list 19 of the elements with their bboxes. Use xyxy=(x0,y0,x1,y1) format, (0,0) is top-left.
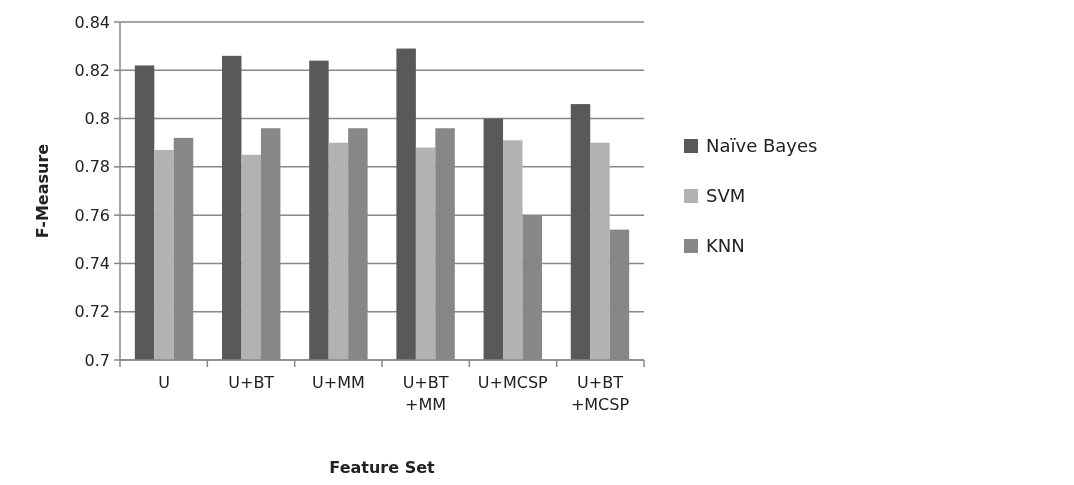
y-tick-label: 0.76 xyxy=(74,205,110,225)
x-tick-label: U+BT +MCSP xyxy=(570,373,630,414)
y-axis-title: F-Measure xyxy=(33,143,52,239)
y-tick-label: 0.8 xyxy=(84,109,110,129)
y-tick-label: 0.72 xyxy=(74,302,110,322)
y-tick-label: 0.7 xyxy=(84,350,110,370)
y-tick-label: 0.82 xyxy=(74,60,110,80)
y-tick-label: 0.84 xyxy=(74,12,110,32)
x-tick-label: U xyxy=(158,373,170,392)
y-tick-label: 0.74 xyxy=(74,254,110,274)
x-tick-label: U+MCSP xyxy=(477,373,549,392)
legend-label: KNN xyxy=(706,235,745,257)
x-tick-label: U+MM xyxy=(312,373,365,392)
x-tick-label: U+BT +MM xyxy=(402,373,449,414)
legend-label: SVM xyxy=(706,185,746,207)
y-tick-label: 0.78 xyxy=(74,157,110,177)
x-tick-label: U+BT xyxy=(228,373,275,392)
legend-label: Naïve Bayes xyxy=(706,135,818,157)
x-axis-title: Feature Set xyxy=(329,458,435,477)
